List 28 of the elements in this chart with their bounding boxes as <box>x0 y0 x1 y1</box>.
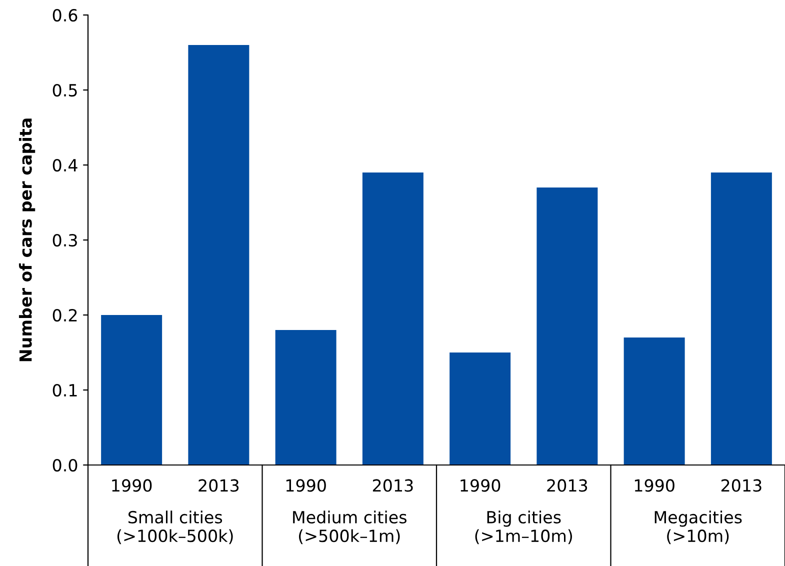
text: Small cities (>100k–500k) <box>117 510 233 544</box>
x-tick-label: 2013 <box>372 479 413 492</box>
bar <box>362 172 424 465</box>
bar <box>275 330 336 465</box>
y-axis-title: Number of cars per capita <box>18 118 36 362</box>
y-tick-label: 0.2 <box>52 308 77 322</box>
bar <box>710 172 772 465</box>
y-tick-label: 0.3 <box>52 234 77 247</box>
x-tick-label: 2013 <box>547 479 588 492</box>
y-tick-label: 0.5 <box>52 84 77 97</box>
x-tick-label: 1990 <box>286 479 326 492</box>
bar <box>624 338 685 465</box>
y-tick-label: 0.0 <box>52 458 78 472</box>
x-tick-label: 1990 <box>460 479 500 492</box>
x-tick-label: 1990 <box>112 479 152 492</box>
x-tick-label: 2013 <box>198 479 239 492</box>
x-tick-label: 2013 <box>721 479 762 492</box>
bar <box>536 188 598 465</box>
bar <box>188 45 250 465</box>
y-tick-label: 0.4 <box>52 158 78 172</box>
bar <box>450 352 511 465</box>
y-tick-label: 0.6 <box>52 8 78 22</box>
bar <box>101 315 162 465</box>
text: Medium cities (>500k–1m) <box>293 510 406 544</box>
text: Megacities (>10m) <box>654 510 742 544</box>
text: Big cities (>1m–10m) <box>475 510 572 544</box>
x-tick-label: 1990 <box>634 479 674 492</box>
y-tick-label: 0.1 <box>52 384 77 397</box>
